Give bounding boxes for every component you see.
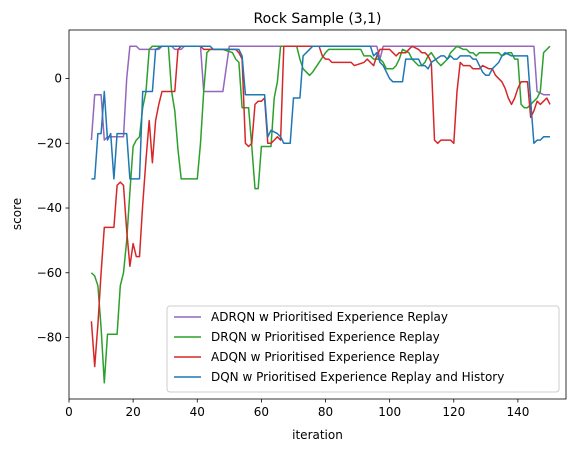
chart-title: Rock Sample (3,1) [253,11,381,27]
plot-frame [68,29,567,400]
x-tick-label: 60 [254,405,269,419]
y-axis: −80 −60 −40 −20 0 [37,72,69,345]
legend: ADRQN w Prioritised Experience Replay DRQ… [166,305,560,393]
x-tick-label: 40 [190,405,205,419]
y-tick-label: −40 [37,201,62,215]
y-tick-label: −20 [37,136,62,150]
y-tick-label: −60 [37,266,62,280]
x-tick-label: 100 [378,405,401,419]
legend-box [166,305,560,393]
x-tick-label: 140 [506,405,529,419]
y-tick-label: 0 [54,72,62,86]
y-axis-label: score [10,198,24,230]
legend-label-1: ADRQN w Prioritised Experience Replay [211,310,448,324]
x-tick-label: 20 [125,405,140,419]
x-tick-label: 0 [65,405,73,419]
x-axis-label: iteration [292,428,343,442]
series-line-3 [90,45,551,368]
y-tick-label: −80 [37,331,62,345]
x-tick-label: 80 [318,405,333,419]
legend-label-2: DRQN w Prioritised Experience Replay [211,330,440,344]
x-axis: 0 20 40 60 80 100 120 140 [65,399,529,419]
legend-label-3: ADQN w Prioritised Experience Replay [211,350,440,364]
legend-label-4: DQN w Prioritised Experience Replay and … [211,370,504,384]
series-line-4 [91,45,550,180]
x-tick-label: 120 [442,405,465,419]
